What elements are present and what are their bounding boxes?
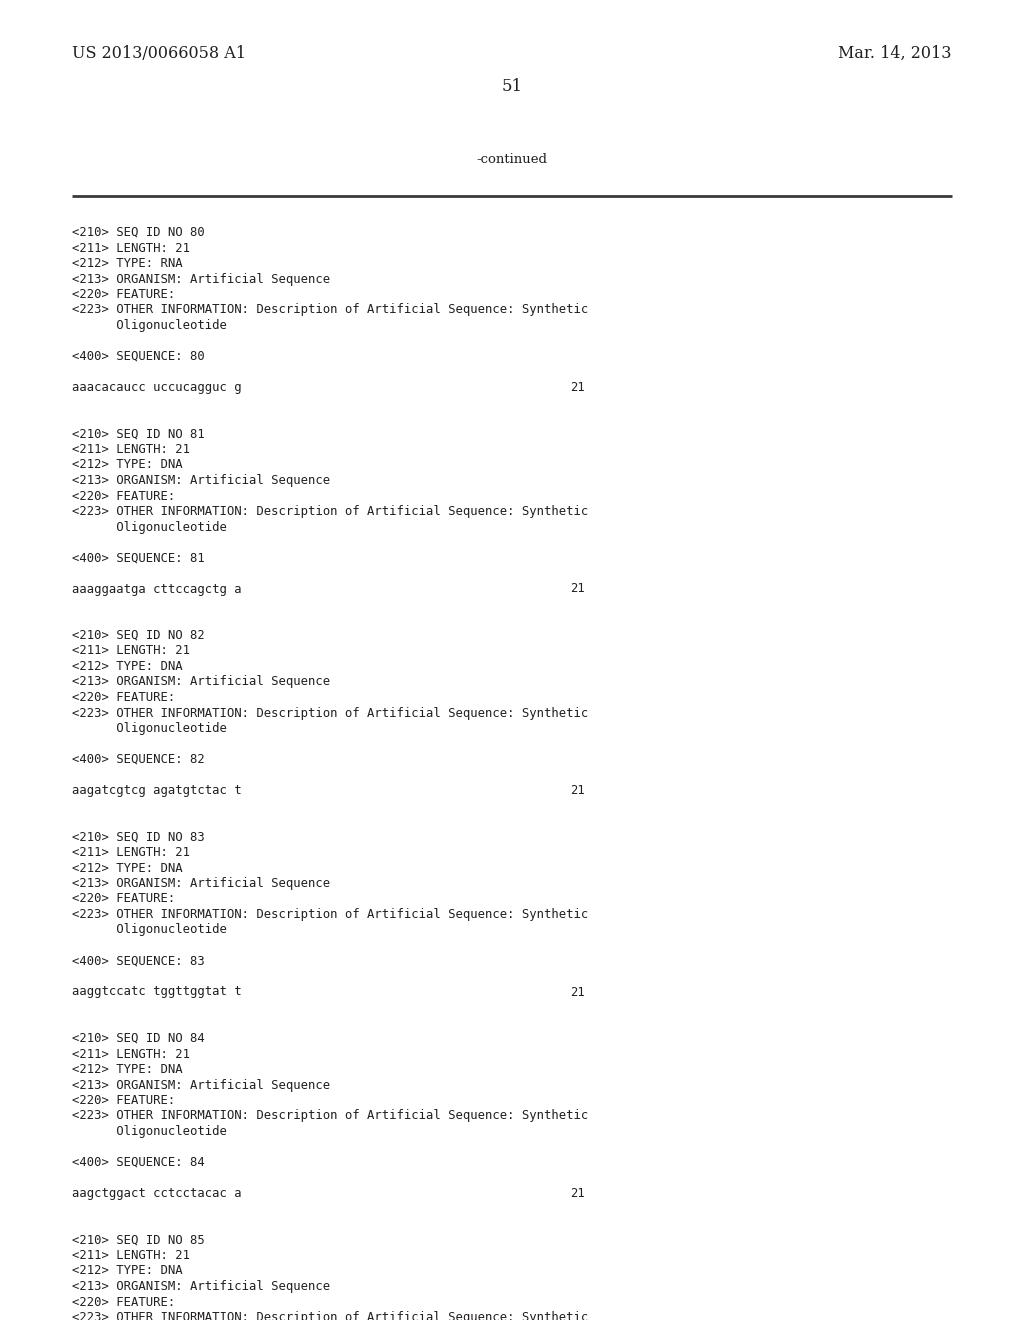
Text: <400> SEQUENCE: 84: <400> SEQUENCE: 84 — [72, 1156, 205, 1170]
Text: Oligonucleotide: Oligonucleotide — [72, 722, 227, 735]
Text: <223> OTHER INFORMATION: Description of Artificial Sequence: Synthetic: <223> OTHER INFORMATION: Description of … — [72, 304, 588, 317]
Text: <223> OTHER INFORMATION: Description of Artificial Sequence: Synthetic: <223> OTHER INFORMATION: Description of … — [72, 706, 588, 719]
Text: US 2013/0066058 A1: US 2013/0066058 A1 — [72, 45, 246, 62]
Text: <212> TYPE: DNA: <212> TYPE: DNA — [72, 660, 182, 673]
Text: <220> FEATURE:: <220> FEATURE: — [72, 892, 175, 906]
Text: <400> SEQUENCE: 81: <400> SEQUENCE: 81 — [72, 552, 205, 565]
Text: <220> FEATURE:: <220> FEATURE: — [72, 1094, 175, 1107]
Text: <211> LENGTH: 21: <211> LENGTH: 21 — [72, 644, 190, 657]
Text: <210> SEQ ID NO 80: <210> SEQ ID NO 80 — [72, 226, 205, 239]
Text: <400> SEQUENCE: 80: <400> SEQUENCE: 80 — [72, 350, 205, 363]
Text: <213> ORGANISM: Artificial Sequence: <213> ORGANISM: Artificial Sequence — [72, 272, 330, 285]
Text: 51: 51 — [502, 78, 522, 95]
Text: <220> FEATURE:: <220> FEATURE: — [72, 1295, 175, 1308]
Text: <210> SEQ ID NO 84: <210> SEQ ID NO 84 — [72, 1032, 205, 1045]
Text: Oligonucleotide: Oligonucleotide — [72, 924, 227, 936]
Text: <211> LENGTH: 21: <211> LENGTH: 21 — [72, 846, 190, 859]
Text: Oligonucleotide: Oligonucleotide — [72, 1125, 227, 1138]
Text: <212> TYPE: DNA: <212> TYPE: DNA — [72, 1265, 182, 1278]
Text: <211> LENGTH: 21: <211> LENGTH: 21 — [72, 444, 190, 455]
Text: <213> ORGANISM: Artificial Sequence: <213> ORGANISM: Artificial Sequence — [72, 474, 330, 487]
Text: <213> ORGANISM: Artificial Sequence: <213> ORGANISM: Artificial Sequence — [72, 1280, 330, 1294]
Text: <211> LENGTH: 21: <211> LENGTH: 21 — [72, 1048, 190, 1060]
Text: Oligonucleotide: Oligonucleotide — [72, 520, 227, 533]
Text: <213> ORGANISM: Artificial Sequence: <213> ORGANISM: Artificial Sequence — [72, 676, 330, 689]
Text: 21: 21 — [570, 381, 585, 393]
Text: 21: 21 — [570, 1187, 585, 1200]
Text: 21: 21 — [570, 986, 585, 998]
Text: <210> SEQ ID NO 85: <210> SEQ ID NO 85 — [72, 1233, 205, 1246]
Text: <400> SEQUENCE: 83: <400> SEQUENCE: 83 — [72, 954, 205, 968]
Text: <400> SEQUENCE: 82: <400> SEQUENCE: 82 — [72, 752, 205, 766]
Text: <220> FEATURE:: <220> FEATURE: — [72, 690, 175, 704]
Text: <223> OTHER INFORMATION: Description of Artificial Sequence: Synthetic: <223> OTHER INFORMATION: Description of … — [72, 1110, 588, 1122]
Text: <211> LENGTH: 21: <211> LENGTH: 21 — [72, 1249, 190, 1262]
Text: <223> OTHER INFORMATION: Description of Artificial Sequence: Synthetic: <223> OTHER INFORMATION: Description of … — [72, 506, 588, 517]
Text: <213> ORGANISM: Artificial Sequence: <213> ORGANISM: Artificial Sequence — [72, 876, 330, 890]
Text: <210> SEQ ID NO 83: <210> SEQ ID NO 83 — [72, 830, 205, 843]
Text: Oligonucleotide: Oligonucleotide — [72, 319, 227, 333]
Text: aaggtccatc tggttggtat t: aaggtccatc tggttggtat t — [72, 986, 242, 998]
Text: <212> TYPE: RNA: <212> TYPE: RNA — [72, 257, 182, 271]
Text: <223> OTHER INFORMATION: Description of Artificial Sequence: Synthetic: <223> OTHER INFORMATION: Description of … — [72, 908, 588, 921]
Text: <212> TYPE: DNA: <212> TYPE: DNA — [72, 1063, 182, 1076]
Text: Mar. 14, 2013: Mar. 14, 2013 — [839, 45, 952, 62]
Text: 21: 21 — [570, 784, 585, 797]
Text: <220> FEATURE:: <220> FEATURE: — [72, 490, 175, 503]
Text: <210> SEQ ID NO 82: <210> SEQ ID NO 82 — [72, 630, 205, 642]
Text: 21: 21 — [570, 582, 585, 595]
Text: <211> LENGTH: 21: <211> LENGTH: 21 — [72, 242, 190, 255]
Text: -continued: -continued — [476, 153, 548, 166]
Text: <213> ORGANISM: Artificial Sequence: <213> ORGANISM: Artificial Sequence — [72, 1078, 330, 1092]
Text: aaaggaatga cttccagctg a: aaaggaatga cttccagctg a — [72, 582, 242, 595]
Text: <220> FEATURE:: <220> FEATURE: — [72, 288, 175, 301]
Text: <223> OTHER INFORMATION: Description of Artificial Sequence: Synthetic: <223> OTHER INFORMATION: Description of … — [72, 1311, 588, 1320]
Text: <212> TYPE: DNA: <212> TYPE: DNA — [72, 862, 182, 874]
Text: <212> TYPE: DNA: <212> TYPE: DNA — [72, 458, 182, 471]
Text: aaacacaucc uccucagguc g: aaacacaucc uccucagguc g — [72, 381, 242, 393]
Text: aagatcgtcg agatgtctac t: aagatcgtcg agatgtctac t — [72, 784, 242, 797]
Text: aagctggact cctcctacac a: aagctggact cctcctacac a — [72, 1187, 242, 1200]
Text: <210> SEQ ID NO 81: <210> SEQ ID NO 81 — [72, 428, 205, 441]
